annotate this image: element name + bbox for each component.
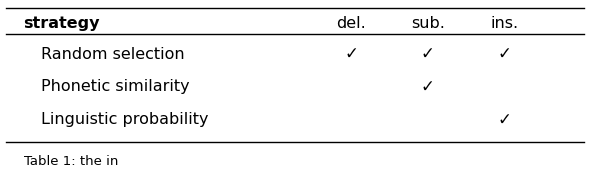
Text: ✓: ✓ [421,78,435,96]
Text: ✓: ✓ [344,45,358,63]
Text: del.: del. [336,16,366,31]
Text: ✓: ✓ [497,111,512,128]
Text: sub.: sub. [411,16,445,31]
Text: ✓: ✓ [497,45,512,63]
Text: ✓: ✓ [421,45,435,63]
Text: Table 1: the in: Table 1: the in [24,155,118,168]
Text: strategy: strategy [24,16,100,31]
Text: ins.: ins. [490,16,519,31]
Text: Random selection: Random selection [41,47,185,62]
Text: Linguistic probability: Linguistic probability [41,112,209,127]
Text: Phonetic similarity: Phonetic similarity [41,79,190,94]
